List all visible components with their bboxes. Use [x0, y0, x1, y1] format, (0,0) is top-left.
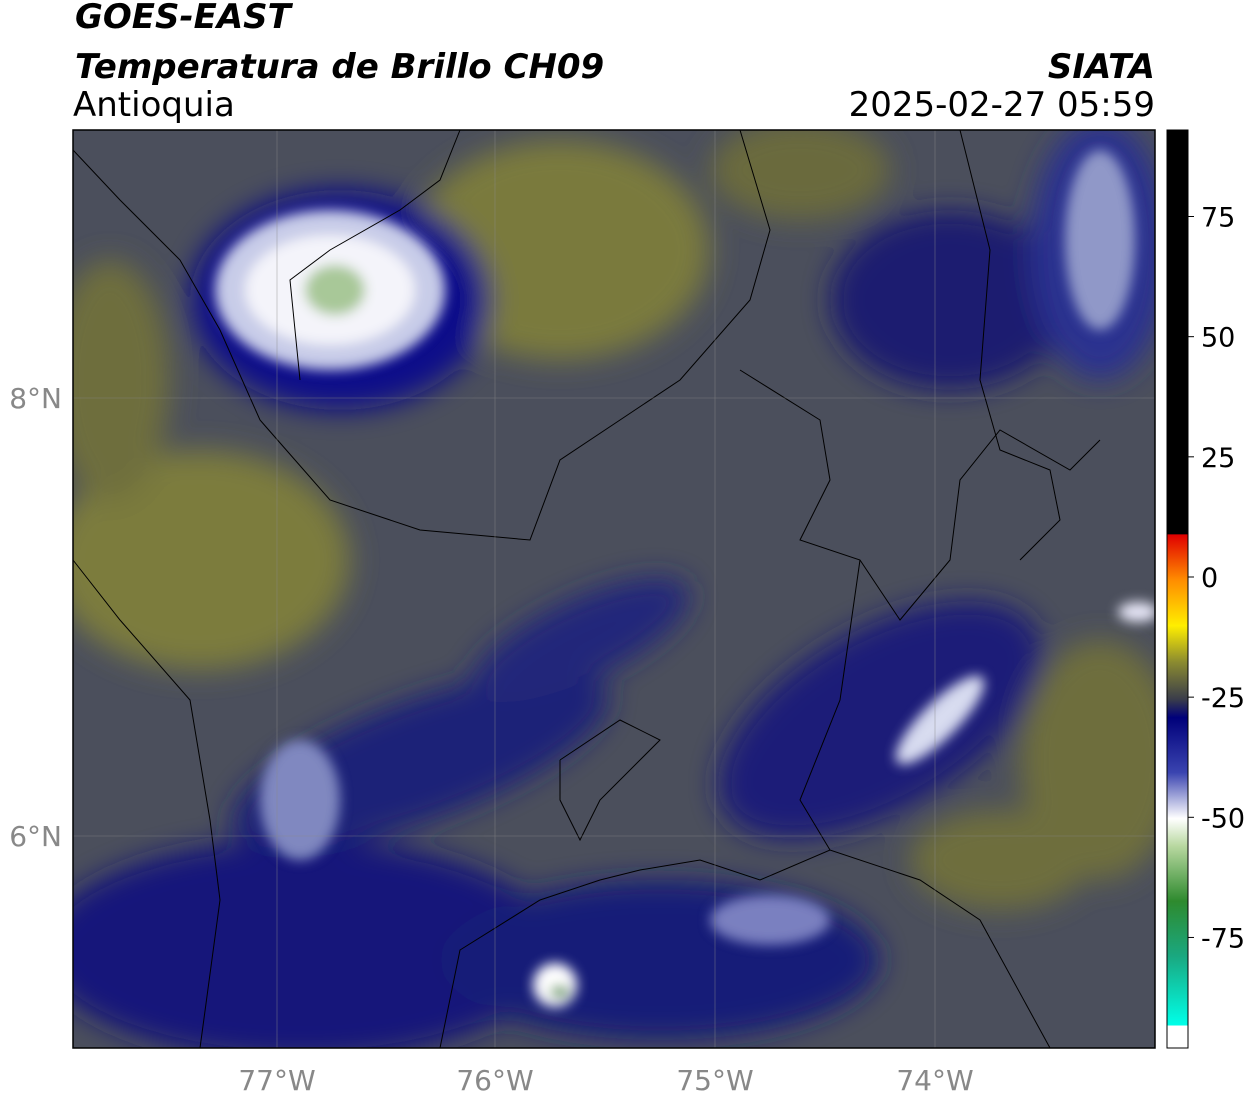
subtitle: Temperatura de Brillo CH09 [75, 47, 604, 87]
lon-label: 74°W [896, 1064, 973, 1097]
lon-label: 75°W [676, 1064, 753, 1097]
colorbar-tick-label: 0 [1201, 563, 1218, 594]
colorbar-tick-label: -75 [1201, 923, 1245, 954]
labels: 8°N 6°N 77°W 76°W 75°W 74°W 75 50 25 0 -25 -50 -75 [9, 203, 1245, 1097]
colorbar-tick-label: 25 [1201, 443, 1235, 474]
lat-label: 8°N [9, 382, 62, 415]
title: GOES-EAST [75, 0, 294, 37]
lon-label: 76°W [456, 1064, 533, 1097]
map-image [73, 130, 1155, 1048]
source: SIATA [1048, 47, 1155, 87]
colorbar [1166, 129, 1189, 1049]
lat-label: 6°N [9, 820, 62, 853]
colorbar-tick-label: -50 [1201, 803, 1245, 834]
datetime: 2025-02-27 05:59 [849, 85, 1155, 125]
region: Antioquia [73, 85, 235, 125]
colorbar-tick-label: 75 [1201, 203, 1235, 234]
colorbar-tick-label: 50 [1201, 323, 1235, 354]
map-frame [72, 129, 1156, 1049]
lon-label: 77°W [238, 1064, 315, 1097]
colorbar-tick-label: -25 [1201, 683, 1245, 714]
